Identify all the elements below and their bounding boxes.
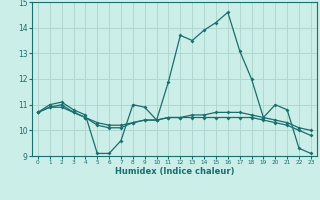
X-axis label: Humidex (Indice chaleur): Humidex (Indice chaleur) — [115, 167, 234, 176]
